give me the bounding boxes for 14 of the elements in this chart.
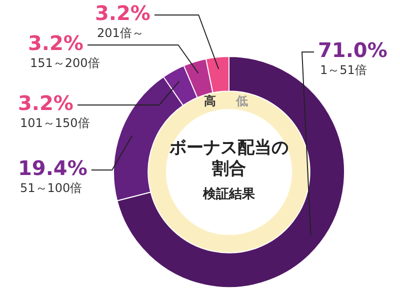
- data-label: 3.2%: [28, 31, 84, 56]
- slice-label: 51～100倍: [20, 181, 82, 196]
- text: 高: [204, 93, 216, 110]
- slice-label: 101～150倍: [20, 116, 90, 130]
- text: 低: [236, 93, 248, 110]
- text: ボーナス配当の割合: [169, 138, 289, 180]
- slice-label: 151～200倍: [30, 56, 100, 70]
- text: 検証結果: [202, 186, 256, 203]
- data-label: 3.2%: [18, 91, 74, 116]
- slice-label: 1～51倍: [320, 63, 367, 78]
- data-label: 71.0%: [318, 38, 388, 62]
- data-label: 19.4%: [18, 156, 88, 180]
- slice-label: 201倍～: [97, 26, 144, 40]
- data-label: 3.2%: [95, 1, 150, 26]
